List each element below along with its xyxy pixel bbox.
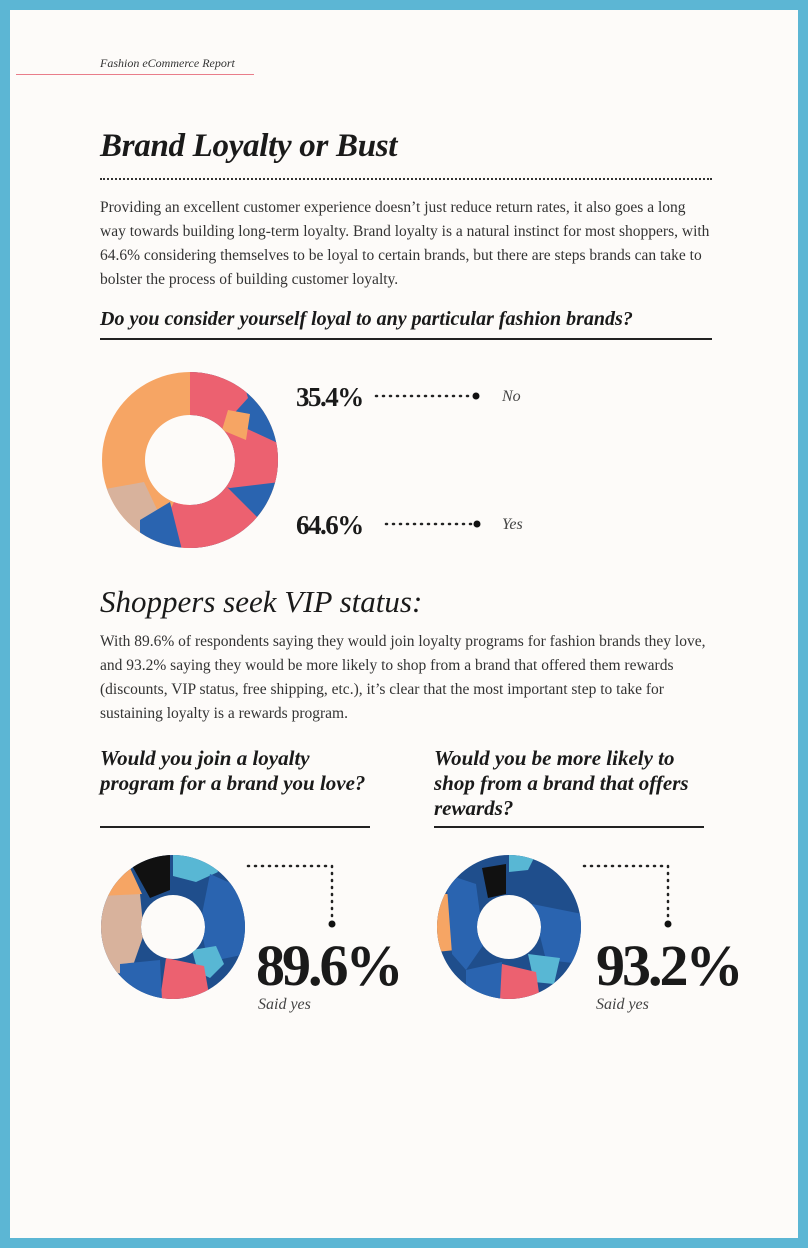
join-program-caption: Said yes: [258, 996, 311, 1013]
donut-segment-blue-lower: [140, 502, 182, 548]
yes-percentage: 64.6%: [296, 510, 364, 540]
join-program-donut-chart: [100, 855, 245, 999]
donut-segment-blue: [532, 904, 581, 964]
rewards-leader-line: [582, 864, 672, 928]
join-program-leader-line: [246, 864, 336, 928]
rewards-percentage: 93.2%: [596, 933, 743, 998]
donut-segment-light-blue: [509, 855, 536, 872]
yes-leader-line: [384, 520, 481, 528]
report-page: Fashion eCommerce Report Brand Loyalty o…: [10, 10, 798, 1238]
report-header-label: Fashion eCommerce Report: [100, 56, 235, 70]
yes-label: Yes: [502, 516, 523, 533]
page-title: Brand Loyalty or Bust: [100, 128, 398, 164]
vip-paragraph: With 89.6% of respondents saying they wo…: [100, 633, 706, 722]
join-program-rule: [100, 826, 370, 828]
loyalty-donut-chart: [101, 372, 278, 548]
rewards-donut-chart: [436, 855, 581, 999]
no-leader-line: [374, 392, 480, 400]
title-dotted-rule: [100, 178, 712, 180]
rewards-caption: Said yes: [596, 996, 649, 1013]
loyalty-question: Do you consider yourself loyal to any pa…: [100, 308, 633, 330]
donut-segment-blue-lower: [120, 960, 162, 999]
no-percentage: 35.4%: [296, 382, 364, 412]
no-label: No: [502, 388, 521, 405]
donut-segment-pink: [496, 964, 540, 999]
rewards-rule: [434, 826, 704, 828]
donut-segment-black: [482, 864, 506, 898]
join-program-percentage: 89.6%: [256, 933, 403, 998]
donut-segment-blue: [200, 874, 245, 962]
donut-segment-black: [130, 855, 170, 898]
donut-segment-tan: [100, 888, 144, 974]
header-rule: [16, 74, 254, 75]
loyalty-question-rule: [100, 338, 712, 340]
intro-paragraph: Providing an excellent customer experien…: [100, 199, 710, 288]
join-program-question: Would you join a loyalty program for a b…: [100, 746, 366, 795]
donut-segment-blue-left: [446, 874, 484, 970]
donut-segment-pink: [160, 958, 210, 999]
donut-segment-orange-small: [222, 410, 250, 440]
rewards-question: Would you be more likely to shop from a …: [434, 746, 689, 820]
vip-heading: Shoppers seek VIP status:: [100, 584, 423, 619]
